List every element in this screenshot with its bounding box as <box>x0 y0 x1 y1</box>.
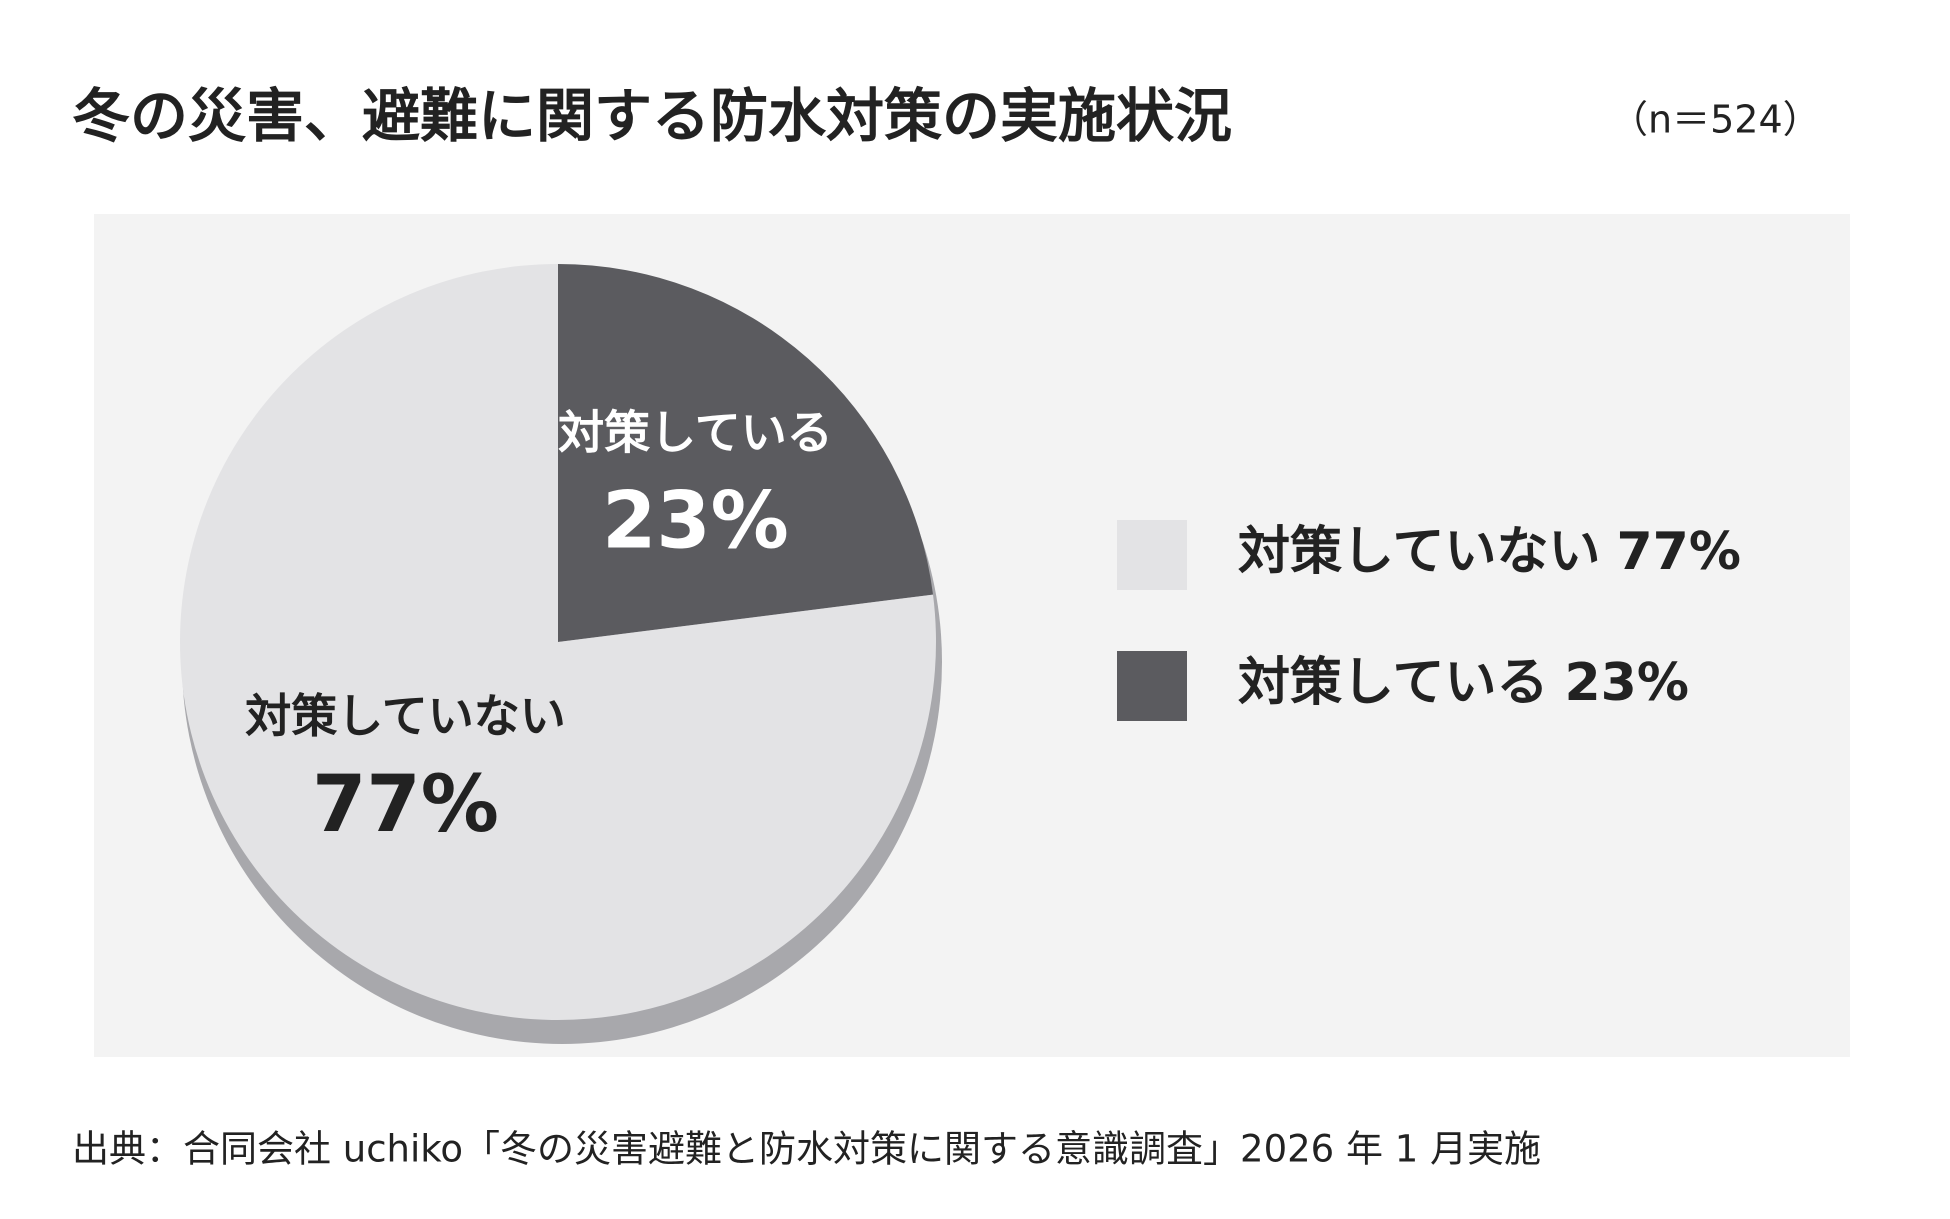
legend-label: 対策している <box>1238 653 1548 713</box>
legend-label: 対策していない <box>1238 522 1600 582</box>
slice-value-label: 23% <box>602 477 789 567</box>
chart-subtitle: （n＝524） <box>1610 98 1821 142</box>
pie-slice <box>179 264 936 1020</box>
pie-slice <box>558 264 934 642</box>
legend-swatch <box>1117 520 1187 590</box>
source-note: 出典：合同会社 uchiko「冬の災害避難と防水対策に関する意識調査」2026 … <box>72 1128 1541 1171</box>
slice-label: 対策していない <box>245 689 566 743</box>
chart-title: 冬の災害、避難に関する防水対策の実施状況 <box>72 82 1232 150</box>
legend-value: 23% <box>1564 653 1688 713</box>
slice-label: 対策している <box>558 406 833 460</box>
slice-value-label: 77% <box>312 760 499 850</box>
legend-value: 77% <box>1616 522 1740 582</box>
legend-swatch <box>1117 651 1187 721</box>
